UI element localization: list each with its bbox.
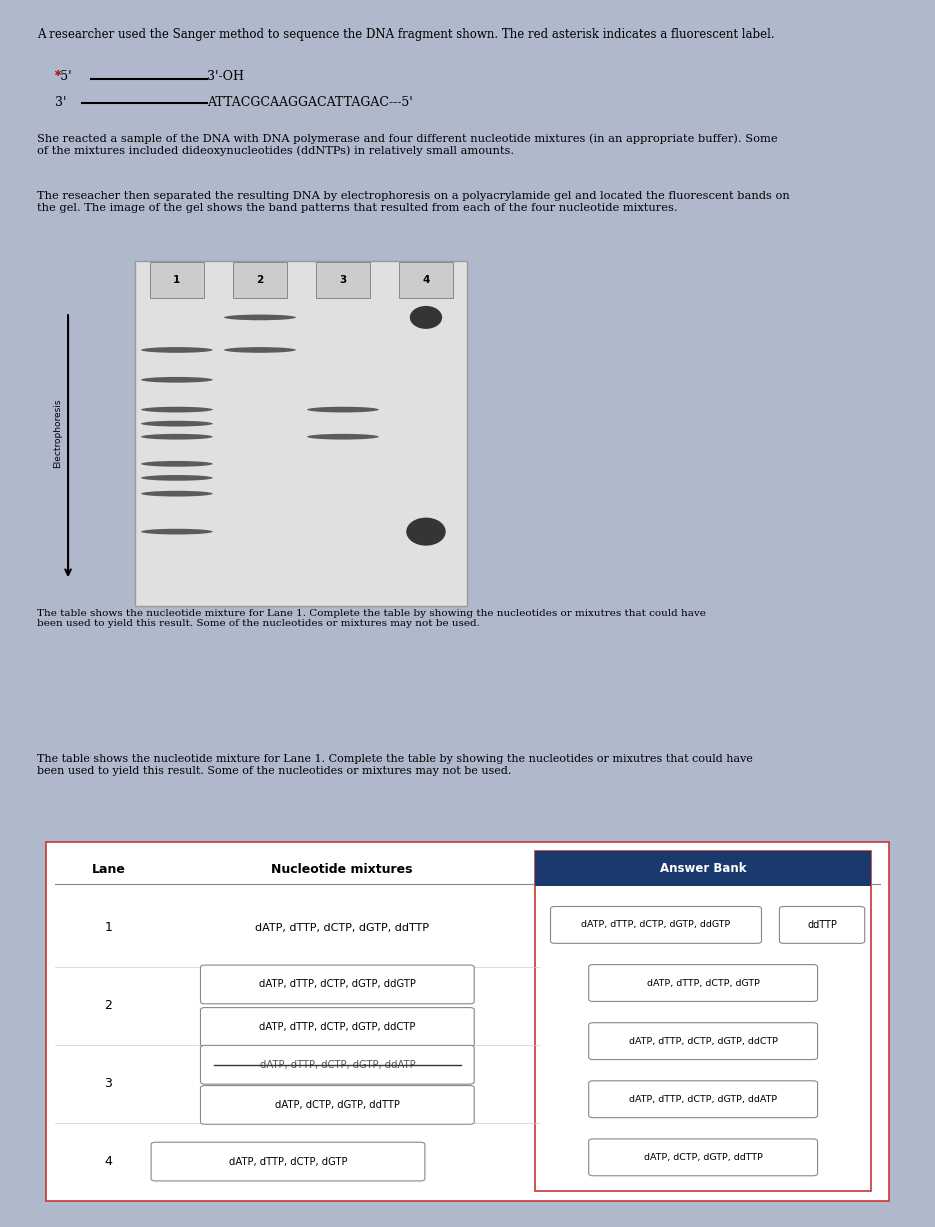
FancyBboxPatch shape [780, 907, 865, 944]
Ellipse shape [141, 461, 213, 466]
Text: The table shows the nucleotide mixture for Lane 1. Complete the table by showing: The table shows the nucleotide mixture f… [36, 609, 706, 628]
Text: dATP, dTTP, dCTP, dGTP, ddCTP: dATP, dTTP, dCTP, dGTP, ddCTP [259, 1022, 415, 1032]
Text: 3: 3 [105, 1077, 112, 1090]
FancyBboxPatch shape [200, 1045, 474, 1085]
FancyBboxPatch shape [535, 852, 871, 1191]
Text: dATP, dTTP, dCTP, dGTP, ddGTP: dATP, dTTP, dCTP, dGTP, ddGTP [582, 920, 730, 929]
Ellipse shape [141, 475, 213, 481]
Ellipse shape [141, 377, 213, 383]
Text: 2: 2 [256, 275, 264, 285]
Ellipse shape [141, 491, 213, 497]
Ellipse shape [141, 406, 213, 412]
Text: dATP, dTTP, dCTP, dGTP, ddATP: dATP, dTTP, dCTP, dGTP, ddATP [260, 1060, 415, 1070]
Text: 3: 3 [339, 275, 347, 285]
Text: *5': *5' [54, 70, 72, 82]
Text: Electrophoresis: Electrophoresis [52, 399, 62, 469]
Ellipse shape [141, 434, 213, 439]
Text: dATP, dTTP, dCTP, dGTP, ddGTP: dATP, dTTP, dCTP, dGTP, ddGTP [259, 979, 416, 989]
Text: 4: 4 [423, 275, 430, 285]
Text: Answer Bank: Answer Bank [660, 863, 746, 875]
FancyBboxPatch shape [535, 852, 871, 886]
FancyBboxPatch shape [46, 842, 889, 1200]
Ellipse shape [141, 347, 213, 353]
Text: *: * [54, 70, 61, 82]
Ellipse shape [141, 421, 213, 427]
Ellipse shape [307, 434, 379, 439]
Text: dATP, dTTP, dCTP, dGTP, ddCTP: dATP, dTTP, dCTP, dGTP, ddCTP [628, 1037, 778, 1045]
Text: dATP, dTTP, dCTP, dGTP, ddATP: dATP, dTTP, dCTP, dGTP, ddATP [629, 1094, 777, 1104]
Ellipse shape [224, 314, 295, 320]
Text: Nucleotide mixtures: Nucleotide mixtures [271, 864, 412, 876]
FancyBboxPatch shape [200, 966, 474, 1004]
Text: dATP, dCTP, dGTP, ddTTP: dATP, dCTP, dGTP, ddTTP [643, 1153, 763, 1162]
Text: ddTTP: ddTTP [807, 920, 837, 930]
Text: 3'-OH: 3'-OH [208, 70, 244, 82]
Text: 3': 3' [54, 97, 66, 109]
Text: 1: 1 [105, 921, 112, 934]
Ellipse shape [141, 529, 213, 535]
Circle shape [406, 518, 446, 546]
Ellipse shape [224, 347, 295, 353]
Text: A researcher used the Sanger method to sequence the DNA fragment shown. The red : A researcher used the Sanger method to s… [36, 28, 774, 42]
Text: 1: 1 [173, 275, 180, 285]
FancyBboxPatch shape [150, 263, 204, 298]
FancyBboxPatch shape [551, 907, 761, 944]
Text: 4: 4 [105, 1155, 112, 1168]
FancyBboxPatch shape [589, 964, 817, 1001]
FancyBboxPatch shape [316, 263, 370, 298]
FancyBboxPatch shape [589, 1139, 817, 1175]
Text: dATP, dCTP, dGTP, ddTTP: dATP, dCTP, dGTP, ddTTP [275, 1099, 400, 1110]
Circle shape [410, 306, 442, 329]
Ellipse shape [307, 406, 379, 412]
Text: ATTACGCAAGGACATTAGAC---5': ATTACGCAAGGACATTAGAC---5' [208, 97, 413, 109]
FancyBboxPatch shape [200, 1007, 474, 1047]
Text: 2: 2 [105, 999, 112, 1012]
FancyBboxPatch shape [151, 1142, 424, 1180]
Text: The table shows the nucleotide mixture for Lane 1. Complete the table by showing: The table shows the nucleotide mixture f… [36, 755, 753, 775]
FancyBboxPatch shape [233, 263, 287, 298]
FancyBboxPatch shape [589, 1081, 817, 1118]
FancyBboxPatch shape [589, 1022, 817, 1060]
FancyBboxPatch shape [200, 1086, 474, 1124]
Text: The reseacher then separated the resulting DNA by electrophoresis on a polyacryl: The reseacher then separated the resulti… [36, 191, 789, 212]
Text: Lane: Lane [92, 864, 125, 876]
FancyBboxPatch shape [136, 261, 468, 606]
Text: dATP, dTTP, dCTP, dGTP: dATP, dTTP, dCTP, dGTP [647, 978, 759, 988]
Text: dATP, dTTP, dCTP, dGTP, ddTTP: dATP, dTTP, dCTP, dGTP, ddTTP [255, 923, 429, 933]
Text: dATP, dTTP, dCTP, dGTP: dATP, dTTP, dCTP, dGTP [229, 1157, 347, 1167]
FancyBboxPatch shape [399, 263, 453, 298]
Text: She reacted a sample of the DNA with DNA polymerase and four different nucleotid: She reacted a sample of the DNA with DNA… [36, 134, 777, 156]
